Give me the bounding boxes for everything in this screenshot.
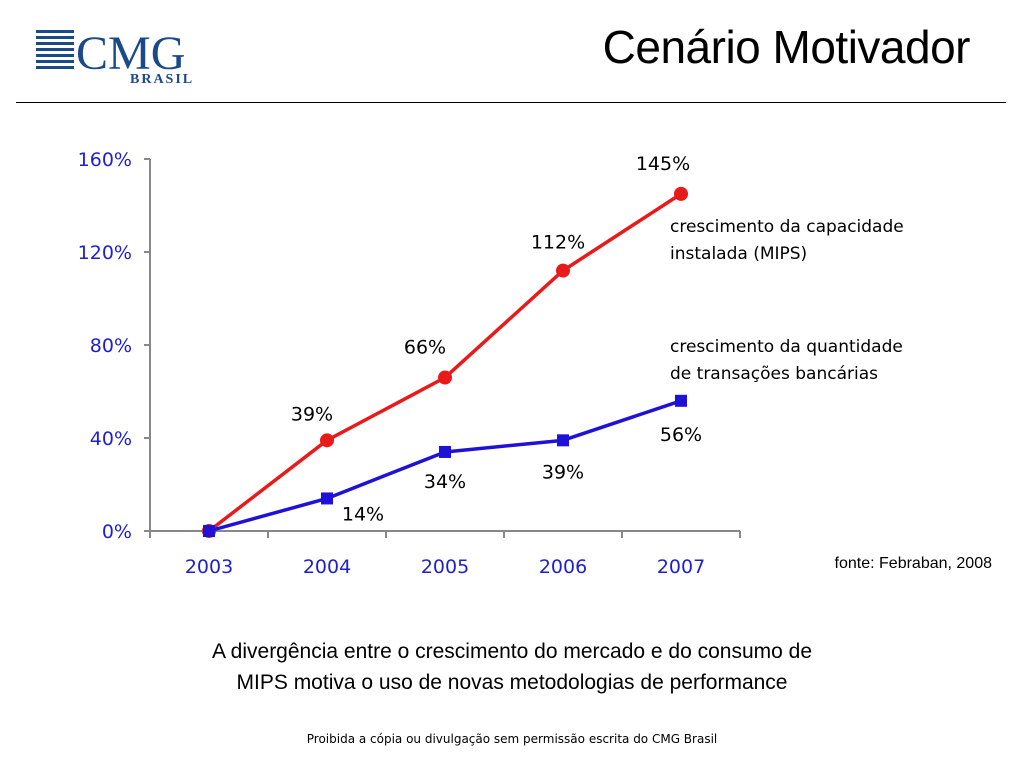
series-line [208, 399, 682, 533]
chart-series [202, 186, 688, 538]
page-title: Cenário Motivador [602, 21, 971, 73]
data-label: 39% [542, 461, 584, 483]
series-annotation-line: instalada (MIPS) [670, 244, 807, 264]
data-point-marker [438, 370, 452, 385]
data-point-marker [557, 434, 569, 447]
y-tick-label: 40% [90, 428, 132, 450]
x-tick-label: 2006 [539, 556, 587, 578]
data-point-marker [320, 433, 334, 448]
data-point-marker [675, 394, 687, 407]
caption-line-2: MIPS motiva o uso de novas metodologias … [236, 671, 788, 694]
data-label: 66% [404, 337, 446, 359]
caption-line-1: A divergência entre o crescimento do mer… [211, 640, 812, 663]
series-annotation-line: crescimento da capacidade [670, 217, 904, 237]
svg-text:CMG: CMG [76, 27, 185, 80]
data-label: 112% [531, 232, 585, 254]
cmg-brasil-logo: CMG BRASIL [36, 27, 194, 86]
data-label: 145% [636, 153, 690, 175]
x-tick-label: 2004 [303, 556, 351, 578]
y-tick-label: 0% [102, 521, 132, 543]
title-divider [16, 102, 1006, 103]
series-annotation-line: crescimento da quantidade [670, 337, 903, 357]
x-tick-label: 2005 [421, 556, 469, 578]
svg-text:BRASIL: BRASIL [130, 72, 194, 86]
chart-series-annotations: crescimento da capacidade instalada (MIPS… [670, 217, 904, 384]
data-point-marker [556, 263, 570, 278]
chart-axes: 0% 40% 80% 120% 160% 2003 2004 2005 2006 2007 [78, 149, 741, 578]
chart-data-labels: 39% 66% 112% 145% 14% 34% 39% 56% [291, 153, 702, 526]
data-label: 56% [660, 424, 702, 446]
data-label: 39% [291, 403, 333, 425]
series-annotation-line: de transações bancárias [670, 364, 878, 384]
caption: A divergência entre o crescimento do mer… [112, 636, 912, 698]
data-point-marker [321, 492, 333, 505]
x-tick-label: 2003 [185, 556, 233, 578]
data-label: 14% [342, 503, 384, 525]
footer-copyright: Proibida a cópia ou divulgação sem permi… [306, 732, 718, 746]
x-tick-label: 2007 [657, 556, 705, 578]
y-tick-label: 160% [78, 149, 132, 171]
data-label: 34% [424, 471, 466, 493]
chart-source: fonte: Febraban, 2008 [834, 555, 992, 572]
y-tick-label: 120% [78, 242, 132, 264]
y-tick-label: 80% [90, 335, 132, 357]
data-point-marker [674, 186, 688, 201]
data-point-marker [439, 445, 451, 458]
data-point-marker [203, 525, 215, 537]
